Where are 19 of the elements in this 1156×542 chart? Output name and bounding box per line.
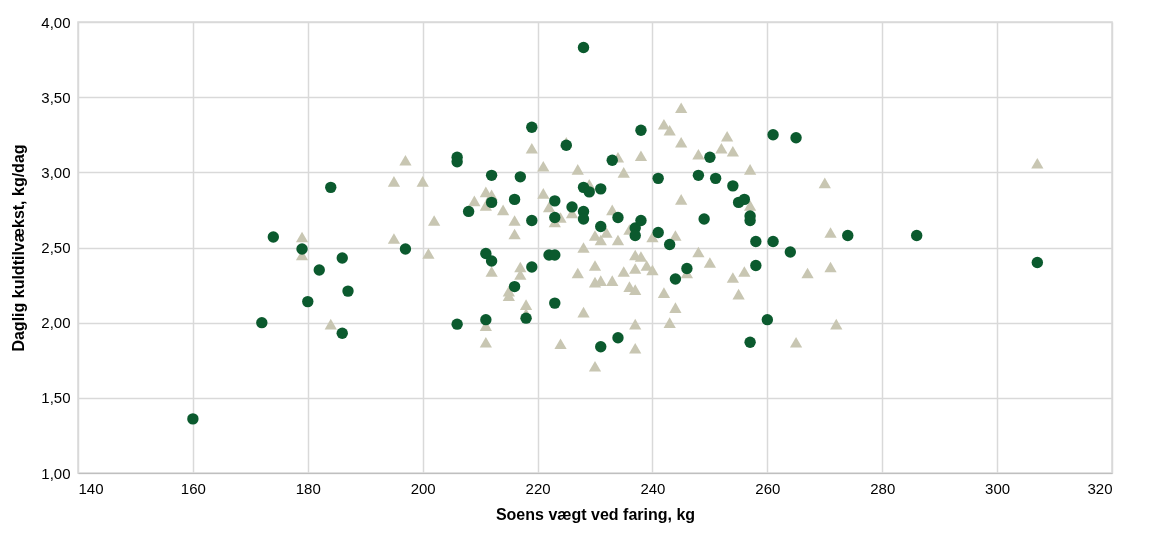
x-tick-label: 220	[525, 479, 551, 497]
y-tick-label: 3,50	[41, 88, 71, 106]
x-axis-title: Soens vægt ved faring, kg	[495, 505, 696, 523]
x-tick-label: 240	[640, 479, 666, 497]
y-tick-label: 4,00	[41, 13, 71, 31]
y-tick-label: 1,50	[41, 389, 71, 407]
y-tick-label: 1,00	[41, 464, 71, 482]
x-tick-label: 320	[1087, 479, 1113, 497]
x-tick-label: 160	[180, 479, 206, 497]
x-tick-label: 260	[755, 479, 781, 497]
y-tick-label: 3,00	[41, 163, 71, 181]
y-axis-title: Daglig kuldtilvækst, kg/dag	[10, 144, 28, 352]
x-tick-label: 280	[870, 479, 896, 497]
y-tick-label: 2,00	[41, 314, 71, 332]
x-tick-label: 200	[410, 479, 436, 497]
x-tick-label: 300	[985, 479, 1011, 497]
x-tick-label: 180	[295, 479, 321, 497]
x-tick-label: 140	[78, 479, 104, 497]
y-tick-label: 2,50	[41, 239, 71, 256]
